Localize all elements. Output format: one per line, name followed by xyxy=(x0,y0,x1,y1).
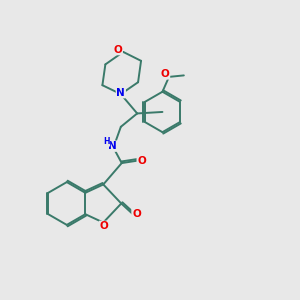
Text: O: O xyxy=(100,221,108,231)
Text: O: O xyxy=(113,44,122,55)
Text: O: O xyxy=(161,69,170,79)
Text: N: N xyxy=(107,141,116,151)
Text: N: N xyxy=(116,88,125,98)
Text: H: H xyxy=(103,137,110,146)
Text: O: O xyxy=(132,209,141,219)
Text: O: O xyxy=(137,156,146,166)
